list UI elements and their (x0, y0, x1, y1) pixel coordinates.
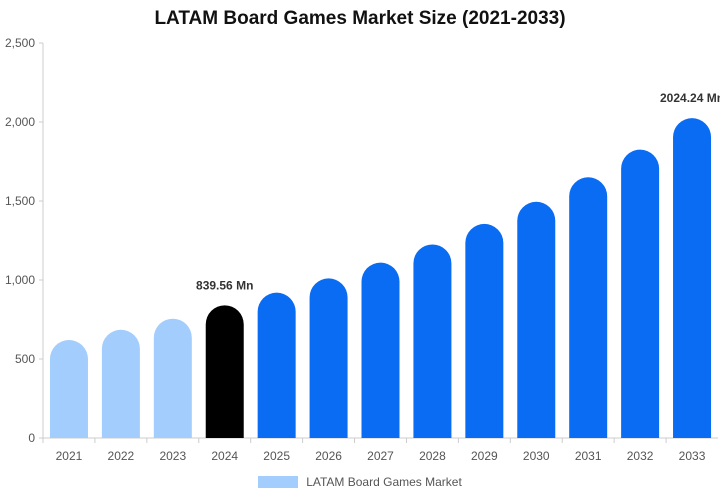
bar-2031 (569, 177, 608, 439)
x-tick-label: 2033 (679, 449, 706, 463)
y-tick-label: 2,500 (5, 36, 35, 50)
bar-2021 (49, 340, 88, 438)
x-axis: 2021 2022 2023 2024 2025 2026 2027 2028 2029 2030… (42, 437, 718, 463)
x-tick-label: 2028 (419, 449, 446, 463)
x-tick-label: 2021 (56, 449, 83, 463)
x-tick-label: 2030 (523, 449, 550, 463)
bars (49, 118, 712, 439)
legend-label: LATAM Board Games Market (306, 475, 462, 489)
bar-2024 (205, 305, 244, 438)
y-axis: 0 500 1,000 1,500 2,000 2,500 (5, 36, 44, 445)
y-tick-label: 1,500 (5, 194, 35, 208)
x-tick-label: 2027 (367, 449, 394, 463)
bar-2032 (621, 149, 660, 438)
chart-title: LATAM Board Games Market Size (2021-2033… (154, 8, 566, 29)
data-label-2024: 839.56 Mn (196, 278, 253, 292)
legend-swatch (258, 476, 299, 488)
y-tick-label: 2,000 (5, 115, 35, 129)
bar-2033 (673, 118, 712, 438)
bar-2025 (257, 292, 296, 438)
bar-2027 (361, 262, 400, 438)
bar-2026 (309, 278, 348, 438)
bar-2028 (413, 244, 452, 438)
bar-2029 (465, 223, 504, 438)
bar-2030 (517, 201, 556, 438)
x-tick-label: 2024 (211, 449, 238, 463)
legend: LATAM Board Games Market (0, 475, 720, 489)
data-labels: 839.56 Mn 2024.24 Mn (196, 91, 720, 292)
x-tick-label: 2029 (471, 449, 498, 463)
y-tick-label: 0 (28, 431, 35, 445)
y-tick-label: 500 (15, 352, 35, 366)
x-tick-label: 2031 (575, 449, 602, 463)
y-tick-label: 1,000 (5, 273, 35, 287)
x-tick-label: 2022 (108, 449, 135, 463)
bar-2022 (101, 329, 140, 438)
data-label-2033: 2024.24 Mn (660, 91, 720, 105)
x-tick-label: 2023 (159, 449, 186, 463)
bar-2023 (153, 318, 192, 438)
x-tick-label: 2025 (263, 449, 290, 463)
x-tick-label: 2032 (627, 449, 654, 463)
x-tick-label: 2026 (315, 449, 342, 463)
